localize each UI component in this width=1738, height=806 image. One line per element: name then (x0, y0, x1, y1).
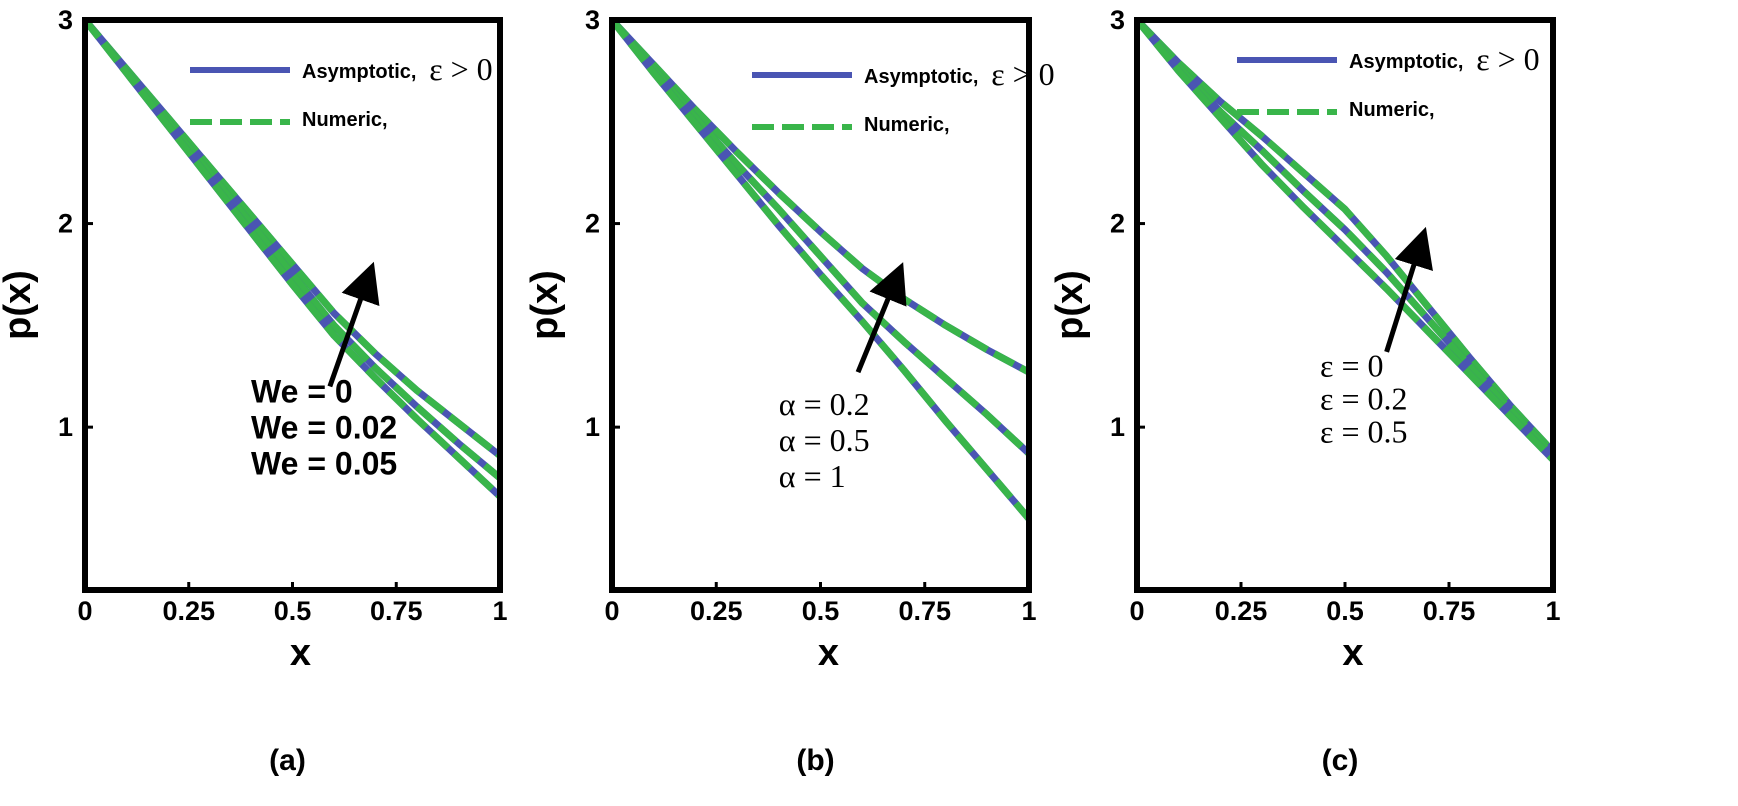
series-3-numeric-line (82, 17, 503, 499)
series-1-numeric-line (1134, 17, 1556, 454)
annotation-label: We = 0 (251, 374, 353, 410)
x-tick-label: 0.75 (1423, 596, 1476, 626)
plot-frame (82, 17, 503, 593)
y-tick-label: 2 (58, 209, 73, 239)
legend: Asymptotic, ε > 0 Numeric, (1237, 41, 1540, 121)
series-3-numeric-line (609, 17, 1032, 522)
panel-a: 0 0.25 0.5 0.75 1 1 2 3 x p(x) (a) Asymptotic, ε > 0… (0, 5, 508, 777)
y-axis-label: p(x) (1049, 270, 1091, 340)
annotation-label: We = 0.05 (251, 446, 397, 482)
annotation-arrow (1384, 226, 1433, 353)
x-axis-label: x (1342, 632, 1363, 674)
legend: Asymptotic, ε > 0 Numeric, (190, 51, 493, 131)
annotation-label: ε = 0 (1320, 347, 1383, 383)
y-tick-label: 1 (1110, 412, 1125, 442)
y-tick-label: 2 (585, 209, 600, 239)
panel-c: 0 0.25 0.5 0.75 1 1 2 3 x p(x) (c) Asymptotic, ε > 0… (1049, 5, 1561, 777)
x-axis-label: x (818, 632, 839, 674)
panel-caption: (b) (796, 744, 834, 777)
series-2-numeric-line (1134, 17, 1556, 458)
plot-frame (1134, 17, 1556, 593)
legend-numeric-label: Numeric, (864, 114, 950, 136)
panel-caption: (a) (269, 744, 306, 777)
legend-asymptotic-label: Asymptotic, (302, 61, 416, 83)
x-tick-label: 0.5 (274, 596, 312, 626)
annotation-label: α = 0.2 (779, 386, 870, 422)
legend-numeric-label: Numeric, (1349, 99, 1435, 121)
annotation-label: α = 0.5 (779, 422, 870, 458)
annotation-label: α = 1 (779, 458, 846, 494)
y-tick-label: 1 (58, 412, 73, 442)
x-tick-label: 0.5 (802, 596, 840, 626)
annotation-label: We = 0.02 (251, 410, 397, 446)
y-tick-label: 3 (585, 5, 600, 35)
series-1-numeric-line (609, 17, 1031, 376)
annotation-label: ε = 0.5 (1320, 413, 1407, 449)
legend-epsilon-symbol: ε > 0 (429, 51, 492, 87)
legend-asymptotic-label: Asymptotic, (864, 66, 978, 88)
x-tick-label: 0.5 (1326, 596, 1364, 626)
plot-frame (609, 17, 1032, 593)
panel-caption: (c) (1322, 744, 1359, 777)
legend-epsilon-symbol: ε > 0 (991, 56, 1054, 92)
x-tick-label: 0.25 (162, 596, 215, 626)
annotation-arrow (327, 261, 380, 388)
y-tick-label: 1 (585, 412, 600, 442)
legend-asymptotic-label: Asymptotic, (1349, 51, 1463, 73)
x-tick-label: 1 (492, 596, 507, 626)
annotation-label: ε = 0.2 (1320, 380, 1407, 416)
y-tick-label: 2 (1110, 209, 1125, 239)
x-axis-label: x (290, 632, 311, 674)
x-tick-label: 1 (1021, 596, 1036, 626)
series-3-numeric-line (1134, 17, 1556, 463)
y-tick-label: 3 (1110, 5, 1125, 35)
x-tick-label: 0.75 (898, 596, 951, 626)
x-tick-label: 0 (1129, 596, 1144, 626)
y-axis-label: p(x) (0, 270, 39, 340)
legend-epsilon-symbol: ε > 0 (1476, 41, 1539, 77)
y-tick-label: 3 (58, 5, 73, 35)
x-tick-label: 0.25 (1215, 596, 1268, 626)
x-tick-label: 0.25 (690, 596, 743, 626)
x-tick-label: 0 (604, 596, 619, 626)
annotation-arrow (855, 262, 907, 374)
legend-numeric-label: Numeric, (302, 109, 388, 131)
x-tick-label: 0.75 (370, 596, 423, 626)
legend: Asymptotic, ε > 0 Numeric, (752, 56, 1055, 136)
x-tick-label: 1 (1545, 596, 1560, 626)
y-axis-label: p(x) (524, 270, 566, 340)
panel-b: 0 0.25 0.5 0.75 1 1 2 3 x p(x) (b) Asymptotic, ε > 0… (524, 5, 1055, 777)
x-tick-label: 0 (77, 596, 92, 626)
